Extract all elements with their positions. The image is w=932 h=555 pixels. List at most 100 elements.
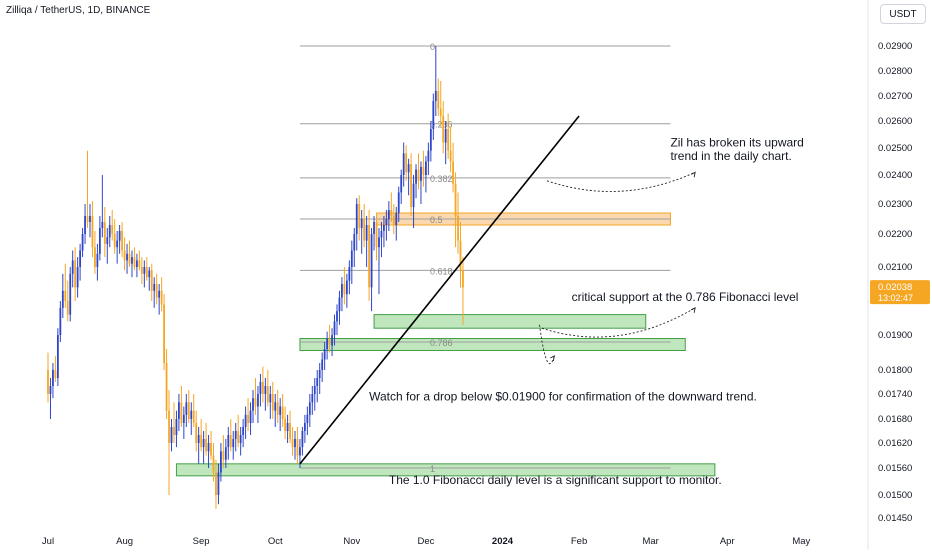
candle [261,366,264,403]
candle [385,210,388,241]
candle [76,257,79,298]
candle [182,406,185,439]
candle [111,210,114,241]
candle-body [271,394,274,411]
candle [358,195,361,241]
candle [350,240,353,284]
candle [289,410,291,443]
candle [383,216,385,248]
candle-body [126,253,128,261]
candle [103,207,106,258]
candles-layer [47,46,464,509]
time-tick-label: Oct [268,536,283,547]
support-zone-2 [299,338,686,351]
arrow-head-0 [690,171,696,178]
candle [89,204,91,238]
candle [138,250,141,271]
candle [229,419,232,452]
annotation-text-2: critical support at the 0.786 Fibonacci … [572,290,799,304]
candle-body [247,414,249,423]
candle [412,175,415,228]
annotation-text-4: The 1.0 Fibonacci daily level is a signi… [389,473,722,487]
candle [338,290,341,325]
time-axis[interactable]: Jul Aug Sep Oct Nov Dec 2024 Feb Mar Apr May [42,536,811,547]
candle-body [387,210,390,219]
candle [195,410,198,452]
candle-body [437,91,440,109]
candle [420,161,422,204]
candle-body [427,150,430,162]
candle [224,439,227,468]
candle [158,284,161,315]
candle-body [276,402,279,415]
candle-body [71,260,74,274]
candle [190,402,193,435]
candle-body [244,414,247,427]
candle [59,301,62,342]
candle-body [242,427,245,435]
candle-body [269,394,272,403]
candle-body [212,455,215,473]
annotation-arrow-0 [546,171,696,192]
candle [266,370,269,407]
candle-body [118,231,121,241]
candle-body [222,451,225,460]
candle-body [336,311,338,322]
candle-body [81,234,84,251]
candle-body [220,451,222,473]
candle [308,394,311,427]
fib-label-0.5: 0.5 [430,215,443,225]
candle-body [434,91,437,101]
candle [355,198,358,251]
candle-body [289,423,291,439]
candle-body [234,431,237,439]
candle [326,331,329,360]
candle-body [323,349,326,360]
currency-selector[interactable]: USDT [880,4,926,24]
candle [395,207,398,241]
candle [390,192,393,222]
candle [215,459,217,509]
price-tick-label: 0.02900 [878,41,912,52]
candle-body [301,431,304,448]
price-tick-label: 0.02700 [878,91,912,102]
candle [160,277,163,312]
candle [81,228,84,258]
candle [71,250,74,288]
candle-body [195,423,198,443]
candle [397,186,400,222]
candle [101,175,104,238]
candle [217,463,220,505]
arrow-head-1 [690,306,696,313]
annotation-arrow-2 [539,324,555,365]
price-axis[interactable]: 0.02900 0.02800 0.02700 0.02600 0.02500 0.024… [867,0,912,550]
candle-body [328,338,331,346]
candle [153,277,156,308]
candle-body [370,234,373,288]
candle-body [229,435,232,448]
candle-body [390,210,393,216]
candle-body [392,216,395,225]
candle-body [252,398,254,411]
candle [131,250,133,278]
trendline[interactable] [299,115,580,465]
candle [54,356,57,382]
fib-label-0: 0 [430,42,435,52]
candle-body [333,321,336,335]
annotation-text-3: Watch for a drop below $0.01900 for conf… [369,389,757,403]
candle-body [66,301,69,315]
candle [86,150,89,228]
candle [61,273,64,318]
candle-body [54,370,57,378]
candle [452,142,454,193]
candle-body [425,161,427,175]
candle-body [249,410,252,423]
candle [232,431,235,460]
candle [454,172,457,248]
arrow-head-2 [550,355,555,362]
price-tick-label: 0.01900 [878,330,912,341]
candle [437,78,440,116]
